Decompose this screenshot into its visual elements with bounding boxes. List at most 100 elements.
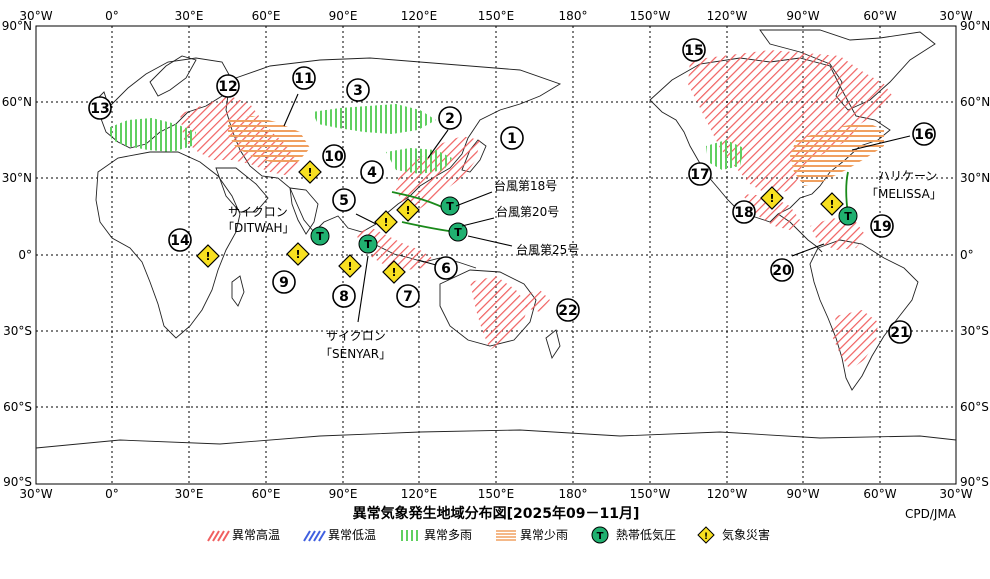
disaster-diamond: [396, 198, 420, 222]
lon-label-bottom: 150°W: [630, 487, 671, 501]
disaster-diamond: [196, 244, 220, 268]
region-number-text: 16: [914, 127, 933, 143]
lat-label-left: 30°S: [3, 324, 32, 338]
region-number-text: 4: [367, 165, 377, 181]
region-number-circle: [292, 66, 316, 90]
region-number-circle: [360, 160, 384, 184]
hot-area-caribbean: [810, 218, 866, 250]
lon-label-top: 30°W: [19, 9, 52, 23]
region-number-circle: [732, 200, 756, 224]
disaster-symbol: !: [307, 166, 312, 179]
region-number-text: 13: [90, 101, 109, 117]
region-number-text: 14: [170, 233, 190, 249]
legend-item: ! 気象災害: [697, 526, 770, 544]
disaster-diamond: [286, 242, 310, 266]
lon-label-bottom: 30°W: [939, 487, 972, 501]
lon-label-top: 90°W: [786, 9, 819, 23]
legend-item: 異常少雨: [496, 528, 568, 542]
storm-marker-letter: T: [454, 226, 462, 239]
lat-label-left: 90°N: [2, 19, 32, 33]
wet-area-europe: [108, 118, 196, 152]
lat-label-left: 90°S: [3, 475, 32, 489]
region-number-text: 2: [445, 111, 455, 127]
region-number-text: 10: [324, 149, 344, 165]
lon-label-top: 150°W: [630, 9, 671, 23]
label-typhoon-20: 台風第20号: [496, 204, 559, 219]
disaster-symbol: !: [829, 198, 834, 211]
lon-label-top: 180°: [559, 9, 588, 23]
lon-label-top: 150°E: [478, 9, 515, 23]
lon-label-top: 120°W: [707, 9, 748, 23]
lon-label-top: 60°E: [252, 9, 281, 23]
wet-area-siberia: [312, 104, 436, 134]
lat-label-left: 60°S: [3, 400, 32, 414]
lon-label-bottom: 120°E: [401, 487, 438, 501]
lon-label-bottom: 0°: [105, 487, 119, 501]
hot-area-east-asia: [396, 136, 480, 210]
region-number-text: 19: [872, 219, 891, 235]
disaster-diamond: [382, 260, 406, 284]
region-number-text: 9: [279, 275, 289, 291]
lat-label-left: 60°N: [2, 95, 32, 109]
storm-marker: [838, 206, 858, 226]
legend: 異常高温 異常低温 異常多雨 異常少雨 T 熱帯低気圧 ! 気象災害: [207, 526, 770, 544]
region-number-text: 18: [734, 205, 753, 221]
region-number-circle: [500, 126, 524, 150]
disaster-symbol: !: [769, 192, 774, 205]
anomaly-regions: [108, 50, 894, 370]
label-senyar-line1: サイクロン: [326, 329, 386, 343]
legend-item: 異常低温: [303, 528, 376, 542]
disaster-diamond: [820, 192, 844, 216]
legend-item: 異常高温: [207, 527, 280, 542]
disaster-diamond: [760, 186, 784, 210]
region-number-circle: [688, 162, 712, 186]
disaster-markers: !!!!!!!!!: [196, 160, 844, 284]
storm-marker: [448, 222, 468, 242]
region-number-text: 12: [218, 79, 237, 95]
region-number-circle: [216, 74, 240, 98]
region-number-text: 15: [684, 43, 703, 59]
lat-label-right: 30°S: [960, 324, 989, 338]
region-number-circle: [332, 284, 356, 308]
legend-item: 異常多雨: [401, 528, 472, 542]
svg-text:!: !: [704, 532, 708, 542]
leader-lines: [283, 93, 911, 323]
legend-label: 異常高温: [232, 527, 280, 542]
lon-label-bottom: 30°W: [19, 487, 52, 501]
hot-area-australia: [470, 276, 528, 350]
disaster-symbol: !: [405, 204, 410, 217]
lat-label-right: 60°S: [960, 400, 989, 414]
lat-label-left: 0°: [18, 248, 32, 262]
lon-label-top: 0°: [105, 9, 119, 23]
region-number-circle: [888, 320, 912, 344]
wet-area-us-west: [706, 140, 744, 170]
region-number-text: 8: [339, 289, 349, 305]
region-number-text: 17: [690, 167, 709, 183]
region-number-text: 3: [353, 83, 363, 99]
lon-label-bottom: 120°W: [707, 487, 748, 501]
lon-label-top: 30°E: [175, 9, 204, 23]
lat-label-right: 30°N: [960, 171, 990, 185]
legend-item: T 熱帯低気圧: [591, 526, 676, 544]
wet-area-china: [386, 148, 452, 174]
region-number-circle: [322, 144, 346, 168]
storm-labels: 台風第18号 台風第20号 台風第25号 サイクロン 「DITWAH」 サイクロ…: [222, 169, 942, 361]
label-ditwah-line2: 「DITWAH」: [222, 221, 295, 235]
region-number-circle: [870, 214, 894, 238]
lon-label-bottom: 60°W: [863, 487, 896, 501]
disaster-diamond: [338, 254, 362, 278]
region-number-text: 20: [772, 263, 792, 279]
region-number-text: 11: [294, 71, 313, 87]
lat-label-right: 90°N: [960, 19, 990, 33]
lat-label-left: 30°N: [2, 171, 32, 185]
latitude-labels-left: 90°N 60°N 30°N 0° 30°S 60°S 90°S: [2, 19, 32, 489]
disaster-symbol: !: [391, 266, 396, 279]
lon-label-top: 60°W: [863, 9, 896, 23]
disaster-diamond: [374, 210, 398, 234]
region-number-text: 1: [507, 131, 517, 147]
lat-label-right: 60°N: [960, 95, 990, 109]
